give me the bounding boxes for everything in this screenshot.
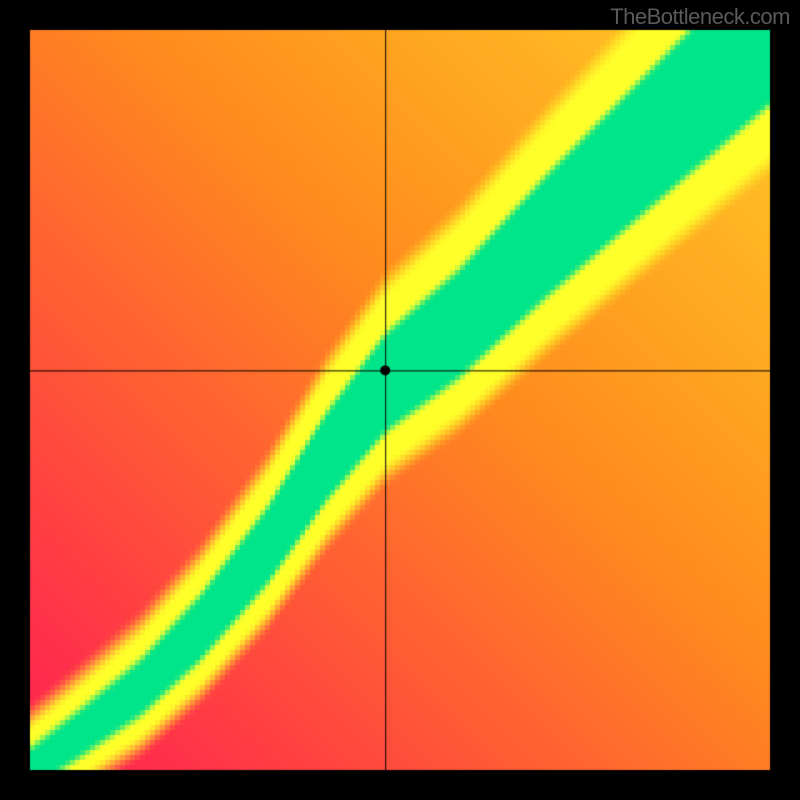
attribution-text: TheBottleneck.com xyxy=(610,4,790,30)
chart-container: TheBottleneck.com xyxy=(0,0,800,800)
heatmap-canvas xyxy=(0,0,800,800)
